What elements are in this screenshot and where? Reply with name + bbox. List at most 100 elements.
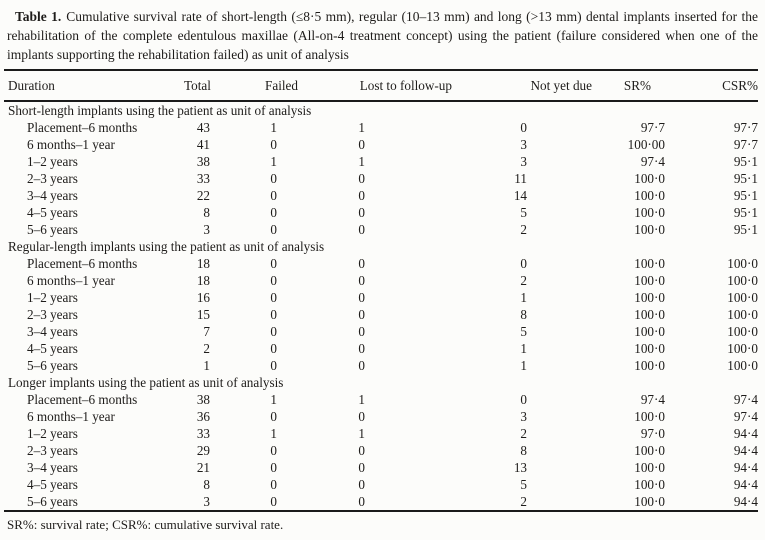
cell-lost-to-follow-up: 0 [358,188,365,203]
cell-total: 3 [203,222,210,237]
cell-not-yet-due: 5 [520,477,527,492]
cell-failed: 0 [270,222,277,237]
data-row: Placement–6 months 38 1 1 0 97·4 97·4 [4,391,758,408]
cell-total: 7 [203,324,210,339]
cell-not-yet-due: 1 [520,290,527,305]
cell-lost-to-follow-up: 0 [358,256,365,271]
table-number-label: Table 1. [15,9,62,24]
data-row: 6 months–1 year 18 0 0 2 100·0 100·0 [4,272,758,289]
cell-duration: 3–4 years [27,324,78,339]
cell-duration: 6 months–1 year [27,409,115,424]
cell-duration: 6 months–1 year [27,273,115,288]
cell-failed: 0 [270,171,277,186]
section-header-cell: Regular-length implants using the patien… [8,239,325,254]
cell-lost-to-follow-up: 0 [358,205,365,220]
cell-sr-percent: 100·0 [634,494,665,509]
cell-duration: 2–3 years [27,171,78,186]
cell-csr-percent: 97·4 [733,392,758,407]
cell-sr-percent: 100·0 [634,477,665,492]
column-header-row: Duration Total Failed Lost to follow-up … [4,70,758,102]
cell-lost-to-follow-up: 0 [358,273,365,288]
data-row: 3–4 years 22 0 0 14 100·0 95·1 [4,187,758,204]
cell-lost-to-follow-up: 0 [358,222,365,237]
data-row: 3–4 years 21 0 0 13 100·0 94·4 [4,459,758,476]
cell-failed: 0 [270,324,277,339]
data-row: 2–3 years 29 0 0 8 100·0 94·4 [4,442,758,459]
cell-total: 38 [196,154,210,169]
data-row: 2–3 years 33 0 0 11 100·0 95·1 [4,170,758,187]
cell-not-yet-due: 3 [520,137,527,152]
cell-sr-percent: 100·0 [634,341,665,356]
cell-lost-to-follow-up: 0 [358,443,365,458]
cell-total: 2 [203,341,210,356]
cell-not-yet-due: 3 [520,154,527,169]
cell-csr-percent: 100·0 [727,256,758,271]
cell-sr-percent: 100·0 [634,273,665,288]
cell-lost-to-follow-up: 0 [358,137,365,152]
cell-csr-percent: 95·1 [733,222,758,237]
data-row: 1–2 years 16 0 0 1 100·0 100·0 [4,289,758,306]
cell-total: 18 [196,256,210,271]
cell-csr-percent: 94·4 [733,460,758,475]
cell-lost-to-follow-up: 0 [358,324,365,339]
section-header-row: Short-length implants using the patient … [4,101,758,119]
cell-duration: 4–5 years [27,205,78,220]
cell-not-yet-due: 2 [520,222,527,237]
column-header-not-yet-due: Not yet due [452,70,592,102]
cell-duration: 1–2 years [27,154,78,169]
cell-csr-percent: 95·1 [733,188,758,203]
cell-csr-percent: 100·0 [727,341,758,356]
cell-sr-percent: 100·0 [634,171,665,186]
cell-sr-percent: 97·0 [640,426,665,441]
cell-total: 1 [203,358,210,373]
cell-lost-to-follow-up: 0 [358,171,365,186]
cell-failed: 0 [270,460,277,475]
cell-failed: 0 [270,273,277,288]
cell-csr-percent: 97·4 [733,409,758,424]
data-row: 3–4 years 7 0 0 5 100·0 100·0 [4,323,758,340]
data-row: 4–5 years 8 0 0 5 100·0 94·4 [4,476,758,493]
cell-csr-percent: 97·7 [733,137,758,152]
cell-csr-percent: 94·4 [733,443,758,458]
data-row: 6 months–1 year 41 0 0 3 100·00 97·7 [4,136,758,153]
data-row: 4–5 years 2 0 0 1 100·0 100·0 [4,340,758,357]
cell-duration: 1–2 years [27,290,78,305]
data-row: Placement–6 months 18 0 0 0 100·0 100·0 [4,255,758,272]
cell-duration: 3–4 years [27,188,78,203]
cell-not-yet-due: 8 [520,307,527,322]
cell-failed: 0 [270,205,277,220]
cell-duration: 5–6 years [27,222,78,237]
cell-duration: 6 months–1 year [27,137,115,152]
cell-sr-percent: 100·0 [634,205,665,220]
cell-lost-to-follow-up: 0 [358,290,365,305]
cell-csr-percent: 100·0 [727,273,758,288]
data-row: Placement–6 months 43 1 1 0 97·7 97·7 [4,119,758,136]
data-row: 5–6 years 3 0 0 2 100·0 95·1 [4,221,758,238]
cell-failed: 0 [270,443,277,458]
cell-csr-percent: 95·1 [733,205,758,220]
cell-not-yet-due: 0 [520,392,527,407]
cell-failed: 0 [270,477,277,492]
cell-lost-to-follow-up: 1 [358,120,365,135]
cell-not-yet-due: 14 [513,188,527,203]
data-row: 1–2 years 38 1 1 3 97·4 95·1 [4,153,758,170]
cell-sr-percent: 100·0 [634,324,665,339]
section-header-row: Regular-length implants using the patien… [4,238,758,255]
data-row: 1–2 years 33 1 1 2 97·0 94·4 [4,425,758,442]
cell-failed: 1 [270,154,277,169]
cell-csr-percent: 100·0 [727,358,758,373]
table-footnote: SR%: survival rate; CSR%: cumulative sur… [7,517,284,532]
column-header-csr-percent: CSR% [665,70,758,102]
cell-lost-to-follow-up: 0 [358,307,365,322]
cell-sr-percent: 100·0 [634,409,665,424]
cell-csr-percent: 94·4 [733,494,758,509]
cell-not-yet-due: 13 [513,460,527,475]
cell-duration: Placement–6 months [27,392,138,407]
cell-lost-to-follow-up: 0 [358,477,365,492]
table-caption: Table 1. Cumulative survival rate of shor… [7,7,758,64]
cell-failed: 1 [270,426,277,441]
cell-total: 16 [196,290,210,305]
cell-lost-to-follow-up: 0 [358,341,365,356]
cell-failed: 0 [270,256,277,271]
